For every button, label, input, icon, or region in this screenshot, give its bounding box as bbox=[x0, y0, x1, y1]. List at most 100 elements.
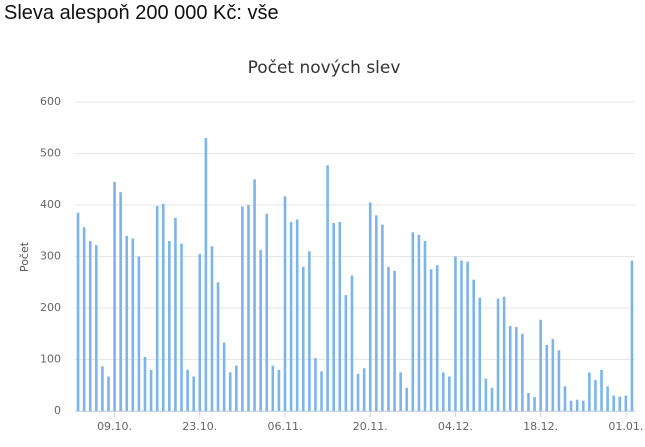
bar bbox=[149, 369, 153, 411]
bar bbox=[344, 295, 348, 411]
bar bbox=[308, 251, 311, 411]
y-tick-label: 100 bbox=[40, 353, 61, 366]
bar bbox=[247, 205, 250, 411]
bar bbox=[575, 399, 579, 411]
bar bbox=[107, 376, 110, 411]
bar bbox=[76, 212, 80, 411]
x-tick-label: 23.10. bbox=[182, 420, 217, 433]
bar bbox=[192, 376, 195, 411]
bar bbox=[515, 327, 518, 411]
bar bbox=[539, 319, 542, 411]
y-tick-label: 300 bbox=[40, 250, 61, 263]
bar bbox=[533, 397, 536, 411]
x-tick-label: 09.10. bbox=[97, 420, 132, 433]
bar bbox=[435, 265, 439, 411]
bar bbox=[198, 253, 202, 411]
bar bbox=[508, 326, 512, 411]
bar bbox=[472, 279, 475, 411]
y-tick-label: 500 bbox=[40, 147, 61, 160]
bar bbox=[314, 357, 317, 411]
bar bbox=[563, 386, 567, 411]
bar bbox=[423, 241, 427, 411]
x-tick-label: 20.11. bbox=[353, 420, 388, 433]
bar bbox=[557, 350, 561, 411]
bar bbox=[295, 219, 299, 411]
y-tick-label: 200 bbox=[40, 301, 61, 314]
bar bbox=[624, 395, 628, 411]
bar bbox=[113, 181, 116, 411]
bar bbox=[399, 372, 402, 411]
bar bbox=[283, 196, 287, 411]
bar bbox=[484, 378, 488, 411]
y-tick-label: 0 bbox=[54, 404, 61, 417]
bar bbox=[161, 203, 165, 411]
y-tick-label: 400 bbox=[40, 198, 61, 211]
bar bbox=[301, 266, 305, 411]
bar bbox=[82, 227, 86, 411]
bar bbox=[277, 369, 281, 411]
bar bbox=[101, 366, 104, 411]
bar bbox=[411, 232, 415, 411]
bar bbox=[429, 269, 433, 411]
bar bbox=[545, 345, 549, 411]
bar bbox=[326, 165, 329, 411]
bar bbox=[180, 243, 183, 411]
bar bbox=[393, 270, 396, 411]
bar bbox=[569, 400, 573, 411]
bar bbox=[612, 395, 615, 411]
bar bbox=[466, 261, 469, 411]
bar bbox=[241, 206, 244, 411]
x-tick-label: 18.12. bbox=[523, 420, 558, 433]
bar bbox=[95, 245, 98, 411]
bar bbox=[387, 266, 390, 411]
bar bbox=[448, 376, 451, 411]
bar bbox=[332, 223, 335, 411]
bar bbox=[143, 356, 147, 411]
bar bbox=[155, 206, 159, 411]
bar bbox=[551, 338, 555, 411]
bar bbox=[174, 217, 177, 411]
y-tick-label: 600 bbox=[40, 95, 61, 108]
bar bbox=[417, 234, 421, 411]
bar bbox=[405, 387, 409, 411]
bar bbox=[210, 246, 214, 411]
bar bbox=[168, 241, 171, 411]
bar bbox=[356, 373, 360, 411]
bar bbox=[271, 365, 275, 411]
bar bbox=[88, 241, 92, 411]
bar bbox=[368, 202, 372, 411]
bar bbox=[125, 235, 129, 411]
bar bbox=[581, 400, 585, 411]
bar bbox=[259, 249, 262, 411]
bar bbox=[490, 387, 494, 411]
bar bbox=[521, 333, 524, 411]
bar bbox=[588, 372, 591, 411]
x-tick-label: 01.01. bbox=[608, 420, 643, 433]
bar bbox=[478, 297, 482, 411]
bar bbox=[253, 179, 256, 411]
bar bbox=[289, 221, 293, 411]
bar bbox=[186, 369, 189, 411]
bar bbox=[235, 365, 238, 411]
bar bbox=[606, 386, 609, 411]
chart-title: Počet nových slev bbox=[248, 58, 401, 78]
bar bbox=[527, 392, 530, 411]
bar bbox=[362, 368, 366, 411]
bar bbox=[502, 296, 506, 411]
page-title: Sleva alespoň 200 000 Kč: vše bbox=[4, 2, 279, 24]
bar bbox=[600, 369, 603, 411]
bar bbox=[228, 372, 232, 411]
bar bbox=[265, 213, 269, 411]
bar bbox=[338, 221, 342, 411]
bar bbox=[496, 298, 500, 411]
bar bbox=[320, 371, 323, 411]
bar bbox=[460, 260, 463, 411]
bar bbox=[216, 282, 220, 411]
bar bbox=[204, 138, 208, 412]
bar bbox=[381, 224, 384, 411]
bar bbox=[137, 256, 141, 411]
bar bbox=[350, 275, 354, 411]
bar bbox=[222, 342, 226, 411]
